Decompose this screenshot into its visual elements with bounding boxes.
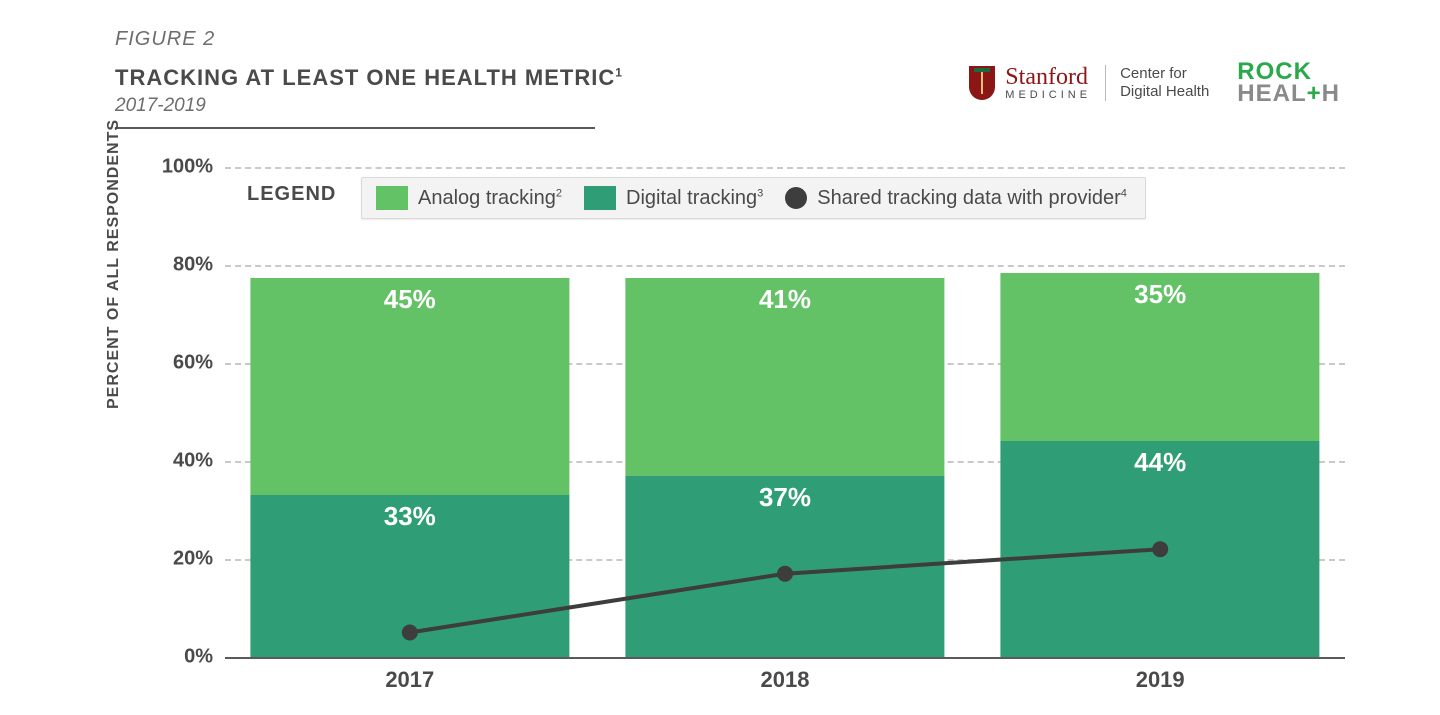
y-tick-label: 0% <box>184 646 213 669</box>
figure-subtitle: 2017-2019 <box>115 95 623 117</box>
stanford-name: Stanford <box>1005 65 1091 89</box>
legend-swatch-analog <box>376 186 408 210</box>
cdh-line2: Digital Health <box>1120 83 1209 101</box>
legend-swatch-shared <box>785 187 807 209</box>
legend-swatch-digital <box>584 186 616 210</box>
x-tick-label: 2017 <box>385 667 434 693</box>
y-tick-label: 80% <box>173 254 213 277</box>
chart-area: PERCENT OF ALL RESPONDENTS LEGEND Analog… <box>115 149 1340 709</box>
stanford-shield-icon <box>969 66 995 100</box>
line-marker <box>402 625 418 641</box>
figure-title-sup: 1 <box>615 66 623 80</box>
logos-block: Stanford MEDICINE Center for Digital Hea… <box>969 61 1340 104</box>
rockhealth-line2a: HEAL <box>1237 80 1306 107</box>
center-digital-health: Center for Digital Health <box>1105 65 1209 101</box>
legend-item-digital: Digital tracking3 <box>584 186 763 210</box>
stanford-logo: Stanford MEDICINE Center for Digital Hea… <box>969 65 1209 101</box>
legend-label-shared: Shared tracking data with provider <box>817 187 1121 209</box>
line-marker <box>777 566 793 582</box>
y-tick-label: 20% <box>173 548 213 571</box>
stanford-sub: MEDICINE <box>1005 89 1091 101</box>
x-tick-label: 2019 <box>1136 667 1185 693</box>
header-row: TRACKING AT LEAST ONE HEALTH METRIC1 201… <box>115 65 1340 129</box>
title-rule <box>115 127 595 129</box>
rockhealth-line2b: H <box>1322 80 1340 107</box>
legend-sup-shared: 4 <box>1121 187 1127 199</box>
line-marker <box>1152 541 1168 557</box>
legend-sup-analog: 2 <box>556 187 562 199</box>
legend-title: LEGEND <box>247 183 336 206</box>
plot-area: 0%20%40%60%80%100%33%45%201737%41%201844… <box>225 167 1345 657</box>
figure-title-text: TRACKING AT LEAST ONE HEALTH METRIC <box>115 65 615 90</box>
y-tick-label: 60% <box>173 352 213 375</box>
gridline <box>225 657 1345 659</box>
legend: Analog tracking2 Digital tracking3 Share… <box>361 177 1146 219</box>
rockhealth-logo: ROCK HEAL+H <box>1237 61 1340 104</box>
rockhealth-plus-icon: + <box>1307 80 1322 107</box>
figure-title: TRACKING AT LEAST ONE HEALTH METRIC1 <box>115 65 623 91</box>
cdh-line1: Center for <box>1120 65 1209 83</box>
x-tick-label: 2018 <box>761 667 810 693</box>
y-tick-label: 40% <box>173 450 213 473</box>
legend-label-analog: Analog tracking <box>418 187 556 209</box>
legend-sup-digital: 3 <box>757 187 763 199</box>
legend-item-analog: Analog tracking2 <box>376 186 562 210</box>
line-series-svg <box>225 167 1345 657</box>
line-series <box>410 549 1160 632</box>
legend-item-shared: Shared tracking data with provider4 <box>785 187 1127 210</box>
y-tick-label: 100% <box>162 156 213 179</box>
y-axis-label: PERCENT OF ALL RESPONDENTS <box>105 119 123 409</box>
legend-label-digital: Digital tracking <box>626 187 757 209</box>
figure-label: FIGURE 2 <box>115 28 1340 51</box>
